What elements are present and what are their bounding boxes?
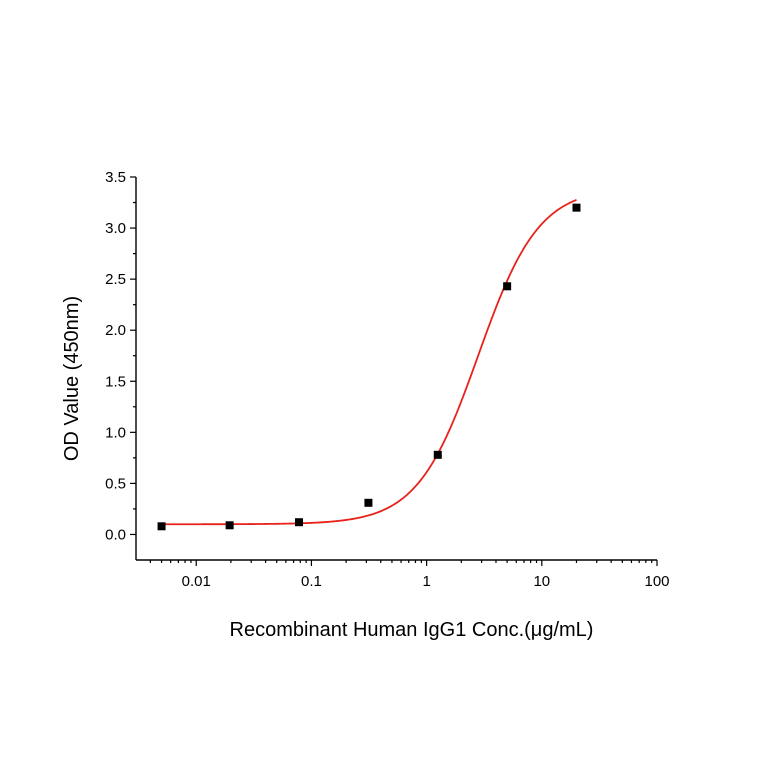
y-axis-ticks: 0.0 0.5 1.0 1.5 2.0 2.5 3.0 3.5 (105, 169, 136, 543)
y-tick-label: 3.5 (105, 169, 126, 186)
fit-curve (161, 199, 577, 526)
y-tick-label: 1.5 (105, 373, 126, 390)
data-point (294, 518, 303, 527)
x-axis-ticks: 0.01 0.1 1 10 100 (149, 560, 670, 590)
x-tick-label: 0.1 (301, 573, 322, 590)
data-point (433, 450, 442, 459)
y-tick-label: 0.0 (105, 526, 126, 543)
x-tick-label: 0.01 (182, 573, 211, 590)
x-axis-title: Recombinant Human IgG1 Conc.(μg/mL) (230, 619, 594, 641)
axes (135, 177, 657, 561)
data-point (157, 522, 166, 531)
data-point (225, 521, 234, 530)
y-axis-title: OD Value (450nm) (61, 296, 83, 461)
x-tick-label: 10 (533, 573, 550, 590)
x-tick-label: 1 (422, 573, 430, 590)
data-point (503, 282, 512, 291)
data-point (364, 498, 373, 507)
y-tick-label: 1.0 (105, 424, 126, 441)
y-tick-label: 2.0 (105, 322, 126, 339)
x-tick-label: 100 (644, 573, 669, 590)
y-tick-label: 3.0 (105, 220, 126, 237)
y-tick-label: 2.5 (105, 271, 126, 288)
data-point (572, 203, 581, 212)
data-points (157, 203, 581, 531)
y-tick-label: 0.5 (105, 475, 126, 492)
